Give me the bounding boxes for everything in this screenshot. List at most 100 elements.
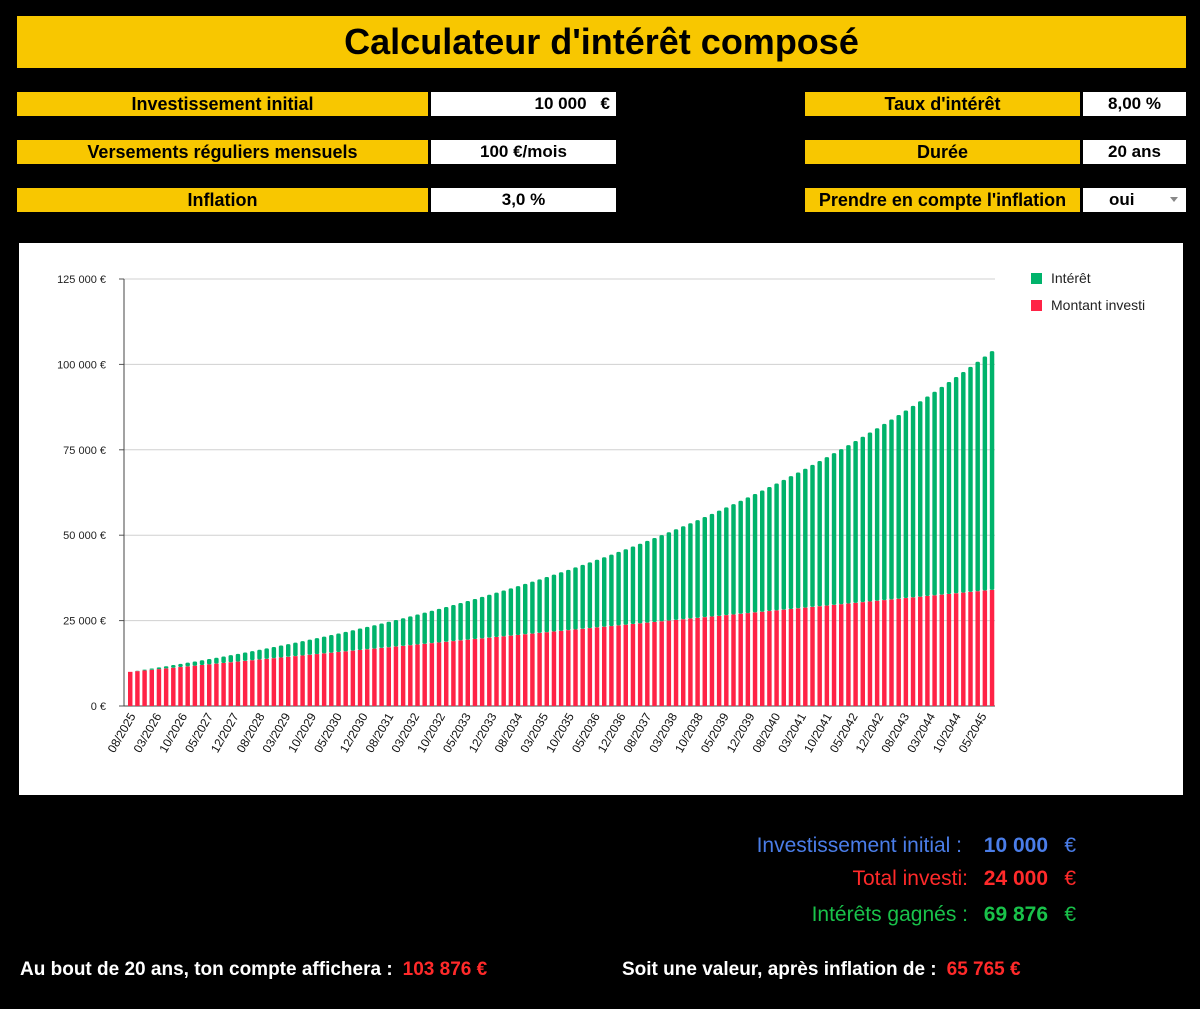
bar-invested <box>918 596 923 706</box>
bar-invested <box>637 623 643 706</box>
chart-panel: 0 € 25 000 € 50 000 € 75 000 € 100 000 € 125 … <box>19 243 1183 795</box>
bar-invested <box>760 611 765 706</box>
legend-label: Montant investi <box>1051 297 1145 313</box>
bar-invested <box>156 669 162 706</box>
duration-field[interactable]: 20 ans <box>1083 140 1186 164</box>
interest-rate-label: Taux d'intérêt <box>805 92 1080 116</box>
bar-interest <box>953 377 959 594</box>
bar-invested <box>709 616 715 706</box>
bar-interest <box>307 639 312 655</box>
bar-interest <box>695 520 700 618</box>
bar-invested <box>788 608 794 706</box>
y-tick-label: 50 000 € <box>63 530 106 542</box>
bar-invested <box>989 589 995 706</box>
bar-interest <box>645 540 650 623</box>
bar-invested <box>882 600 887 706</box>
bar-interest <box>207 658 212 665</box>
bar-interest <box>156 667 162 670</box>
bar-interest <box>451 604 456 642</box>
bar-interest <box>932 391 937 596</box>
bar-interest <box>357 628 363 650</box>
bar-invested <box>594 627 600 706</box>
bar-interest <box>903 410 909 599</box>
y-tick-label: 75 000 € <box>63 445 106 457</box>
initial-investment-field[interactable]: 10 000 € <box>431 92 616 116</box>
bar-interest <box>558 572 564 631</box>
bar-invested <box>149 669 154 706</box>
bar-interest <box>537 579 542 633</box>
bar-interest <box>760 490 765 612</box>
bar-interest <box>372 625 377 649</box>
bar-interest <box>544 576 549 633</box>
bar-interest <box>221 656 226 663</box>
bar-interest <box>400 618 406 646</box>
bar-invested <box>716 615 722 706</box>
bar-invested <box>982 590 988 706</box>
bar-invested <box>544 632 549 706</box>
bar-interest <box>573 567 578 630</box>
summary-initial-value: 10 000 <box>983 834 1048 857</box>
bar-invested <box>702 617 707 706</box>
bar-invested <box>975 591 980 706</box>
bar-invested <box>558 630 564 706</box>
monthly-payment-field[interactable]: 100 €/mois <box>431 140 616 164</box>
bar-interest <box>530 581 535 634</box>
initial-investment-label: Investissement initial <box>17 92 428 116</box>
bar-interest <box>918 401 923 597</box>
bar-interest <box>961 371 966 593</box>
final-balance: Au bout de 20 ans, ton compte affichera … <box>20 959 487 981</box>
interest-rate-field[interactable]: 8,00 % <box>1083 92 1186 116</box>
bar-invested <box>673 619 679 706</box>
bar-interest <box>271 646 277 659</box>
bar-interest <box>781 479 786 610</box>
bar-invested <box>408 645 413 706</box>
bar-interest <box>803 468 808 608</box>
bar-invested <box>645 622 650 706</box>
inflation-field[interactable]: 3,0 % <box>431 188 616 212</box>
bar-invested <box>681 619 686 706</box>
summary-total-value: 24 000 <box>983 867 1048 890</box>
inflation-label: Inflation <box>17 188 428 212</box>
summary-initial-currency: € <box>1064 834 1076 857</box>
bar-invested <box>171 667 176 706</box>
bar-invested <box>839 604 844 706</box>
bar-invested <box>609 626 614 706</box>
chevron-down-icon[interactable] <box>1170 197 1178 202</box>
bar-interest <box>185 662 190 667</box>
bar-interest <box>523 583 528 635</box>
bar-interest <box>716 510 722 616</box>
bar-invested <box>903 598 909 706</box>
bar-interest <box>479 596 485 639</box>
bar-interest <box>681 526 686 620</box>
bar-interest <box>831 453 837 605</box>
bar-invested <box>444 641 449 706</box>
bar-invested <box>860 602 865 706</box>
bar-invested <box>228 662 233 706</box>
bar-invested <box>767 611 772 706</box>
bar-invested <box>458 640 463 706</box>
bar-interest <box>444 606 449 642</box>
bar-invested <box>515 634 521 706</box>
bar-invested <box>472 639 478 706</box>
use-inflation-select[interactable]: oui <box>1083 188 1186 212</box>
bar-invested <box>286 656 291 706</box>
bar-invested <box>314 654 320 706</box>
initial-investment-value: 10 000 <box>534 94 587 113</box>
bar-invested <box>587 628 593 706</box>
bar-invested <box>494 636 499 706</box>
y-tick-label: 125 000 € <box>57 274 106 286</box>
bar-interest <box>242 652 248 661</box>
bar-interest <box>989 351 995 590</box>
bar-invested <box>803 607 808 706</box>
page-title: Calculateur d'intérêt composé <box>17 16 1186 68</box>
bar-invested <box>688 618 693 706</box>
bar-invested <box>235 661 241 706</box>
bar-invested <box>321 653 327 706</box>
bar-interest <box>494 592 499 637</box>
bar-interest <box>817 461 822 607</box>
bar-invested <box>939 594 944 706</box>
final-balance-value: 103 876 € <box>402 959 488 980</box>
bar-invested <box>178 667 183 706</box>
bar-interest <box>602 557 607 627</box>
bar-invested <box>207 664 212 706</box>
